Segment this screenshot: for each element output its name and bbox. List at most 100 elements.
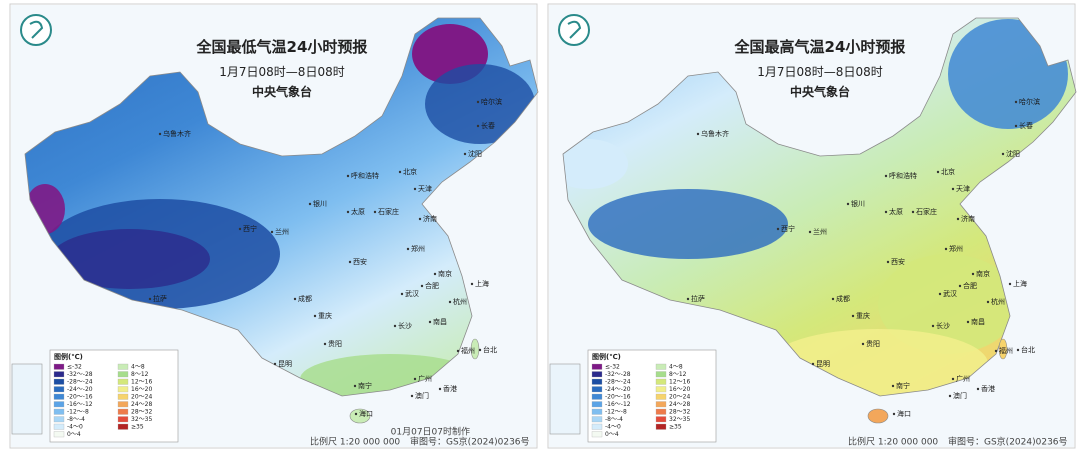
logo xyxy=(558,14,590,46)
city-label: 上海 xyxy=(1013,279,1027,288)
city-label: 南京 xyxy=(438,269,452,278)
legend-swatch xyxy=(117,386,129,393)
city-label: 杭州 xyxy=(991,297,1005,306)
city-label: 西安 xyxy=(353,257,367,266)
legend-title: 图例(℃) xyxy=(592,352,621,361)
city-label: 武汉 xyxy=(405,289,419,298)
legend-swatch xyxy=(591,416,603,423)
city-label: 兰州 xyxy=(813,227,827,236)
city-dot xyxy=(478,348,482,352)
city-dot xyxy=(406,247,410,251)
city-label: 太原 xyxy=(889,207,903,216)
legend-swatch xyxy=(655,393,667,400)
city-label: 乌鲁木齐 xyxy=(163,129,191,138)
legend-label: -16～-12 xyxy=(67,401,93,408)
city-dot xyxy=(958,284,962,288)
city-dot xyxy=(418,217,422,221)
city-dot xyxy=(686,297,690,301)
city-dot xyxy=(944,247,948,251)
logo xyxy=(20,14,52,46)
city-label: 银川 xyxy=(313,199,327,208)
city-dot xyxy=(238,227,242,231)
legend-swatch xyxy=(117,363,129,370)
border xyxy=(562,17,1077,397)
city-dot xyxy=(428,320,432,324)
city-label: 成都 xyxy=(298,294,312,303)
city-label: 武汉 xyxy=(943,289,957,298)
legend-swatch xyxy=(53,378,65,385)
legend-label: -12～-8 xyxy=(605,409,627,416)
city-label: 北京 xyxy=(403,167,417,176)
city-dot xyxy=(931,324,935,328)
city-dot xyxy=(293,297,297,301)
city-label: 合肥 xyxy=(963,281,977,290)
legend-label: 20～24 xyxy=(131,394,152,401)
city-label: 澳门 xyxy=(415,391,429,400)
city-dot xyxy=(456,349,460,353)
legend-swatch xyxy=(655,378,667,385)
made-time: 01月07日07时制作 xyxy=(391,426,470,438)
city-dot xyxy=(951,187,955,191)
city-label: 福州 xyxy=(999,346,1013,355)
legend-label: 8～12 xyxy=(131,371,149,378)
legend-label: -32～-28 xyxy=(67,371,93,378)
city-dot xyxy=(463,152,467,156)
legend-swatch xyxy=(53,408,65,415)
city-dot xyxy=(884,174,888,178)
legend-swatch xyxy=(117,378,129,385)
legend-label: ≥35 xyxy=(669,424,682,431)
legend-swatch xyxy=(591,378,603,385)
city-dot xyxy=(696,132,700,136)
city-label: 呼和浩特 xyxy=(351,171,379,180)
city-dot xyxy=(448,300,452,304)
city-dot xyxy=(413,187,417,191)
city-label: 海口 xyxy=(359,409,373,418)
inset-map xyxy=(549,363,581,435)
city-label: 香港 xyxy=(443,384,457,393)
legend-swatch xyxy=(655,386,667,393)
city-dot xyxy=(158,132,162,136)
map-panel: 全国最高气温24小时预报 1月7日08时—8日08时 中央气象台 乌鲁木齐 哈尔滨… xyxy=(547,3,1077,449)
taiwan xyxy=(998,338,1008,360)
legend-label: 0～4 xyxy=(605,431,619,438)
city-dot xyxy=(1001,152,1005,156)
legend-label: ≥35 xyxy=(131,424,144,431)
city-label: 长春 xyxy=(1019,121,1033,130)
legend-swatch xyxy=(117,416,129,423)
legend-label: -28～-24 xyxy=(605,379,631,386)
legend-swatch xyxy=(53,431,65,438)
legend-label: 12～16 xyxy=(131,379,152,386)
city-label: 杭州 xyxy=(453,297,467,306)
city-label: 兰州 xyxy=(275,227,289,236)
city-dot xyxy=(808,230,812,234)
city-dot xyxy=(413,377,417,381)
city-dot xyxy=(308,202,312,206)
legend-label: 12～16 xyxy=(669,379,690,386)
city-label: 银川 xyxy=(851,199,865,208)
city-label: 长春 xyxy=(481,121,495,130)
map-title: 全国最低气温24小时预报 xyxy=(196,38,368,56)
city-dot xyxy=(400,292,404,296)
city-label: 沈阳 xyxy=(468,149,482,158)
legend-swatch xyxy=(655,401,667,408)
city-label: 石家庄 xyxy=(916,207,937,216)
city-label: 南宁 xyxy=(358,381,372,390)
city-label: 广州 xyxy=(418,374,432,383)
city-dot xyxy=(354,412,358,416)
legend-swatch xyxy=(53,401,65,408)
legend-swatch xyxy=(53,393,65,400)
city-label: 天津 xyxy=(956,185,970,193)
city-dot xyxy=(148,297,152,301)
city-dot xyxy=(948,394,952,398)
legend-label: ≤-32 xyxy=(67,364,82,371)
legend-label: -28～-24 xyxy=(67,379,93,386)
legend-swatch xyxy=(53,363,65,370)
scale: 比例尺 1:20 000 000 xyxy=(310,436,400,448)
legend-label: -8～-4 xyxy=(67,416,85,423)
legend-label: -4～0 xyxy=(605,424,621,431)
city-label: 海口 xyxy=(897,409,911,418)
legend-label: -16～-12 xyxy=(605,401,631,408)
city-label: 长沙 xyxy=(398,321,412,330)
city-label: 贵阳 xyxy=(328,339,342,348)
